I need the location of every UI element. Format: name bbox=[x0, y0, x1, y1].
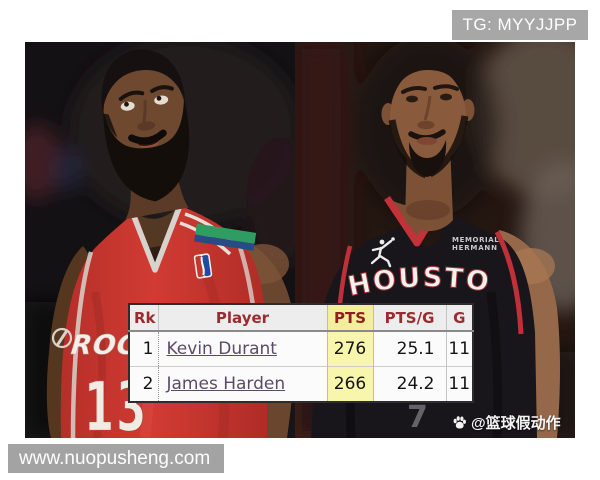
ribbon-band bbox=[194, 223, 257, 251]
ptsg-cell: 24.2 bbox=[372, 366, 446, 402]
col-header-rk: Rk bbox=[129, 304, 158, 332]
rockets-logo bbox=[51, 327, 73, 349]
durant-jersey-number: 7 bbox=[407, 400, 428, 435]
durant-head bbox=[381, 53, 475, 232]
player-cell: James Harden bbox=[158, 366, 327, 402]
col-header-g: G bbox=[445, 304, 473, 332]
sponsor-line1: MEMORIAL bbox=[452, 236, 499, 244]
player-link-kevin-durant[interactable]: Kevin Durant bbox=[166, 339, 277, 359]
games-cell: 11 bbox=[445, 330, 473, 367]
col-header-ptsg: PTS/G bbox=[372, 304, 446, 332]
telegram-watermark: TG: MYYJJPP bbox=[452, 10, 588, 40]
games-cell: 11 bbox=[445, 366, 473, 402]
harden-beard bbox=[103, 97, 190, 202]
jumpman-logo bbox=[370, 237, 395, 268]
harden-head bbox=[101, 49, 190, 220]
website-watermark: www.nuopusheng.com bbox=[8, 444, 224, 473]
credit-text: @篮球假动作 bbox=[471, 414, 561, 432]
harden-chest bbox=[137, 208, 177, 268]
table-row: 2 James Harden 266 24.2 11 bbox=[129, 366, 473, 402]
player-link-james-harden[interactable]: James Harden bbox=[166, 374, 286, 394]
sponsor-line2: HERMANN bbox=[452, 244, 498, 252]
ptsg-cell: 25.1 bbox=[372, 330, 446, 367]
credit-watermark: @篮球假动作 bbox=[452, 411, 561, 433]
rank-cell: 1 bbox=[129, 330, 159, 367]
nba-logo bbox=[193, 253, 213, 279]
col-header-player: Player bbox=[157, 304, 327, 332]
pts-cell: 276 bbox=[326, 330, 374, 367]
col-header-pts: PTS bbox=[326, 303, 374, 332]
paw-icon bbox=[453, 415, 466, 428]
player-cell: Kevin Durant bbox=[158, 330, 327, 367]
pts-cell: 266 bbox=[326, 366, 374, 402]
stats-header-row: Rk Player PTS PTS/G G bbox=[129, 303, 473, 332]
stats-table: Rk Player PTS PTS/G G 1 Kevin Durant 276… bbox=[128, 303, 474, 403]
table-row: 1 Kevin Durant 276 25.1 11 bbox=[129, 330, 473, 367]
rank-cell: 2 bbox=[129, 366, 159, 402]
